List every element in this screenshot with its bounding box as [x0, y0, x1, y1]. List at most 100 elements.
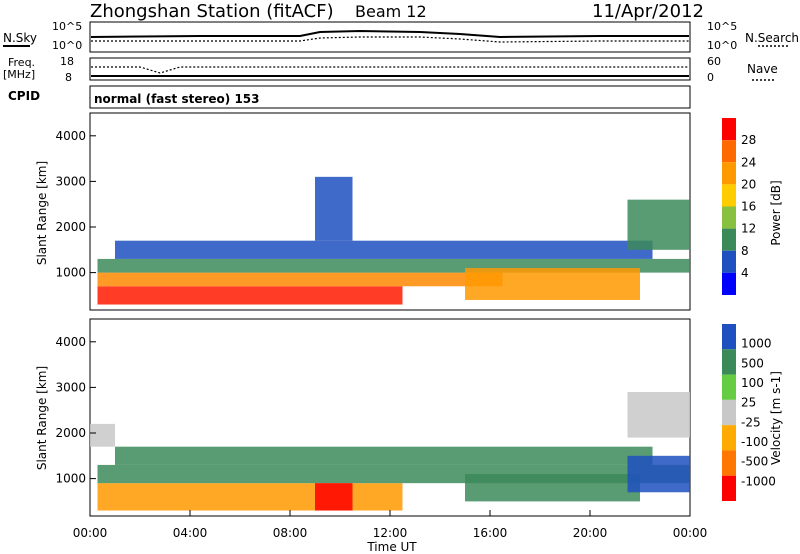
power-panel-colorbar-swatch-0	[722, 118, 736, 141]
freq-unit: [MHz]	[3, 68, 35, 81]
beam-label: Beam 12	[355, 2, 427, 21]
velocity-panel-colorbar-swatch-0	[722, 324, 736, 350]
velocity-panel-band-4	[627, 455, 690, 493]
velocity-panel-band-2	[115, 446, 653, 465]
power-plot: 4000 3000 2000 1000 Slant Range [km]	[35, 112, 691, 311]
power-colorbar-title: Power [dB]	[769, 180, 783, 245]
velocity-panel-colorbar-label-6: -500	[741, 455, 768, 469]
nave-tick-high: 60	[707, 55, 721, 68]
power-panel-band-6	[315, 176, 353, 241]
nsky-tick-high: 10^5	[52, 20, 82, 33]
velocity-colorbar-title: Velocity [m s-1]	[769, 371, 783, 465]
x-tick-label-3: 12:00	[373, 526, 408, 540]
nsearch-trace	[91, 36, 689, 43]
nsky-panel: N.Sky 10^5 10^0 10^5 10^0 N.Search	[3, 20, 799, 53]
velocity-panel-band-7	[315, 483, 353, 511]
cpid-label: CPID	[8, 89, 40, 103]
velocity-panel-ytick-label-3: 1000	[55, 472, 86, 486]
power-marks	[97, 176, 690, 305]
power-panel-colorbar-swatch-3	[722, 184, 736, 207]
date-label: 11/Apr/2012	[592, 1, 704, 22]
power-panel-ytick-label-3: 1000	[55, 266, 86, 280]
velocity-y-ticks: 4000 3000 2000 1000	[55, 335, 96, 486]
velocity-panel-ytick-label-1: 3000	[55, 380, 86, 394]
power-panel-band-0	[97, 286, 403, 305]
x-tick-label-1: 04:00	[173, 526, 208, 540]
velocity-panel-colorbar-label-5: -100	[741, 435, 768, 449]
nave-trace	[91, 66, 689, 74]
velocity-panel-colorbar-label-7: -1000	[741, 474, 776, 488]
velocity-panel-band-0	[97, 483, 403, 511]
velocity-colorbar-swatches	[722, 324, 736, 501]
time-axis: 00:00 04:00 08:00 12:00 16:00 20:00 00:00	[73, 510, 708, 540]
velocity-panel-ytick-label-0: 4000	[55, 335, 86, 349]
x-axis-label: Time UT	[366, 540, 417, 554]
power-panel-band-4	[465, 268, 640, 300]
power-panel-colorbar-swatch-6	[722, 250, 736, 273]
nsearch-tick-low: 10^0	[707, 39, 737, 52]
velocity-panel-colorbar-label-3: 25	[741, 396, 756, 410]
power-panel-colorbar-label-4: 12	[741, 222, 756, 236]
power-panel-ytick-label-2: 2000	[55, 220, 86, 234]
power-panel-colorbar-swatch-4	[722, 206, 736, 229]
velocity-plot: 4000 3000 2000 1000 Slant Range [km]	[35, 318, 691, 517]
x-tick-label-5: 20:00	[573, 526, 608, 540]
velocity-panel-band-6	[627, 391, 690, 438]
velocity-y-axis-label: Slant Range [km]	[35, 366, 49, 470]
power-panel-colorbar-label-3: 16	[741, 200, 756, 214]
power-panel-colorbar-label-0: 28	[741, 133, 756, 147]
nsky-tick-low: 10^0	[52, 39, 82, 52]
velocity-panel-colorbar-swatch-1	[722, 349, 736, 375]
cpid-frame	[89, 85, 691, 109]
power-panel-band-1	[97, 272, 503, 287]
velocity-panel-ytick-label-2: 2000	[55, 426, 86, 440]
freq-tick-low: 8	[65, 71, 72, 84]
velocity-panel-colorbar-swatch-2	[722, 374, 736, 400]
power-colorbar: 28 24 20 16 12 8 4 Power [dB]	[722, 118, 783, 295]
x-tick-label-2: 08:00	[273, 526, 308, 540]
power-colorbar-labels: 28 24 20 16 12 8 4	[741, 133, 756, 280]
nave-tick-low: 0	[707, 71, 714, 84]
velocity-panel-colorbar-label-0: 1000	[741, 337, 772, 351]
velocity-colorbar-labels: 1000 500 100 25 -25 -100 -500 -1000	[741, 337, 776, 489]
velocity-panel-colorbar-label-1: 500	[741, 356, 764, 370]
velocity-panel-colorbar-swatch-3	[722, 399, 736, 426]
freq-frame	[89, 57, 691, 81]
nsearch-label: N.Search	[745, 31, 799, 45]
power-panel-colorbar-swatch-2	[722, 162, 736, 185]
velocity-marks	[90, 391, 690, 511]
power-panel-colorbar-label-6: 4	[741, 266, 749, 280]
cpid-text: normal (fast stereo) 153	[94, 92, 260, 106]
x-tick-label-4: 16:00	[473, 526, 508, 540]
power-panel-colorbar-swatch-1	[722, 140, 736, 163]
station-title: Zhongshan Station (fitACF)	[90, 1, 334, 22]
power-panel-colorbar-label-5: 8	[741, 244, 749, 258]
nsky-trace	[90, 29, 689, 39]
velocity-panel-band-3	[465, 474, 640, 502]
velocity-panel-colorbar-label-2: 100	[741, 376, 764, 390]
power-colorbar-swatches	[722, 118, 736, 295]
x-tick-label-6: 00:00	[673, 526, 708, 540]
power-panel-colorbar-swatch-5	[722, 228, 736, 251]
power-panel-ytick-label-0: 4000	[55, 129, 86, 143]
nave-label: Nave	[747, 62, 778, 76]
freq-label: Freq.	[8, 56, 35, 69]
x-tick-label-0: 00:00	[73, 526, 108, 540]
velocity-colorbar: 1000 500 100 25 -25 -100 -500 -1000 Velocity [m…	[722, 324, 783, 501]
power-y-ticks: 4000 3000 2000 1000	[55, 129, 96, 280]
power-y-axis-label: Slant Range [km]	[35, 161, 49, 265]
power-panel-colorbar-swatch-7	[722, 272, 736, 295]
nsky-frame	[89, 21, 691, 53]
power-panel-colorbar-label-1: 24	[741, 155, 756, 169]
power-panel-band-3	[115, 240, 653, 259]
nsky-label: N.Sky	[3, 31, 37, 45]
freq-tick-high: 18	[60, 55, 74, 68]
velocity-panel-colorbar-swatch-4	[722, 425, 736, 451]
nsearch-tick-high: 10^5	[707, 20, 737, 33]
velocity-panel-colorbar-label-4: -25	[741, 415, 761, 429]
velocity-panel-colorbar-swatch-6	[722, 475, 736, 501]
power-panel-colorbar-label-2: 20	[741, 177, 756, 191]
power-panel-ytick-label-1: 3000	[55, 174, 86, 188]
power-panel-band-5	[627, 199, 690, 250]
velocity-panel-colorbar-swatch-5	[722, 450, 736, 476]
